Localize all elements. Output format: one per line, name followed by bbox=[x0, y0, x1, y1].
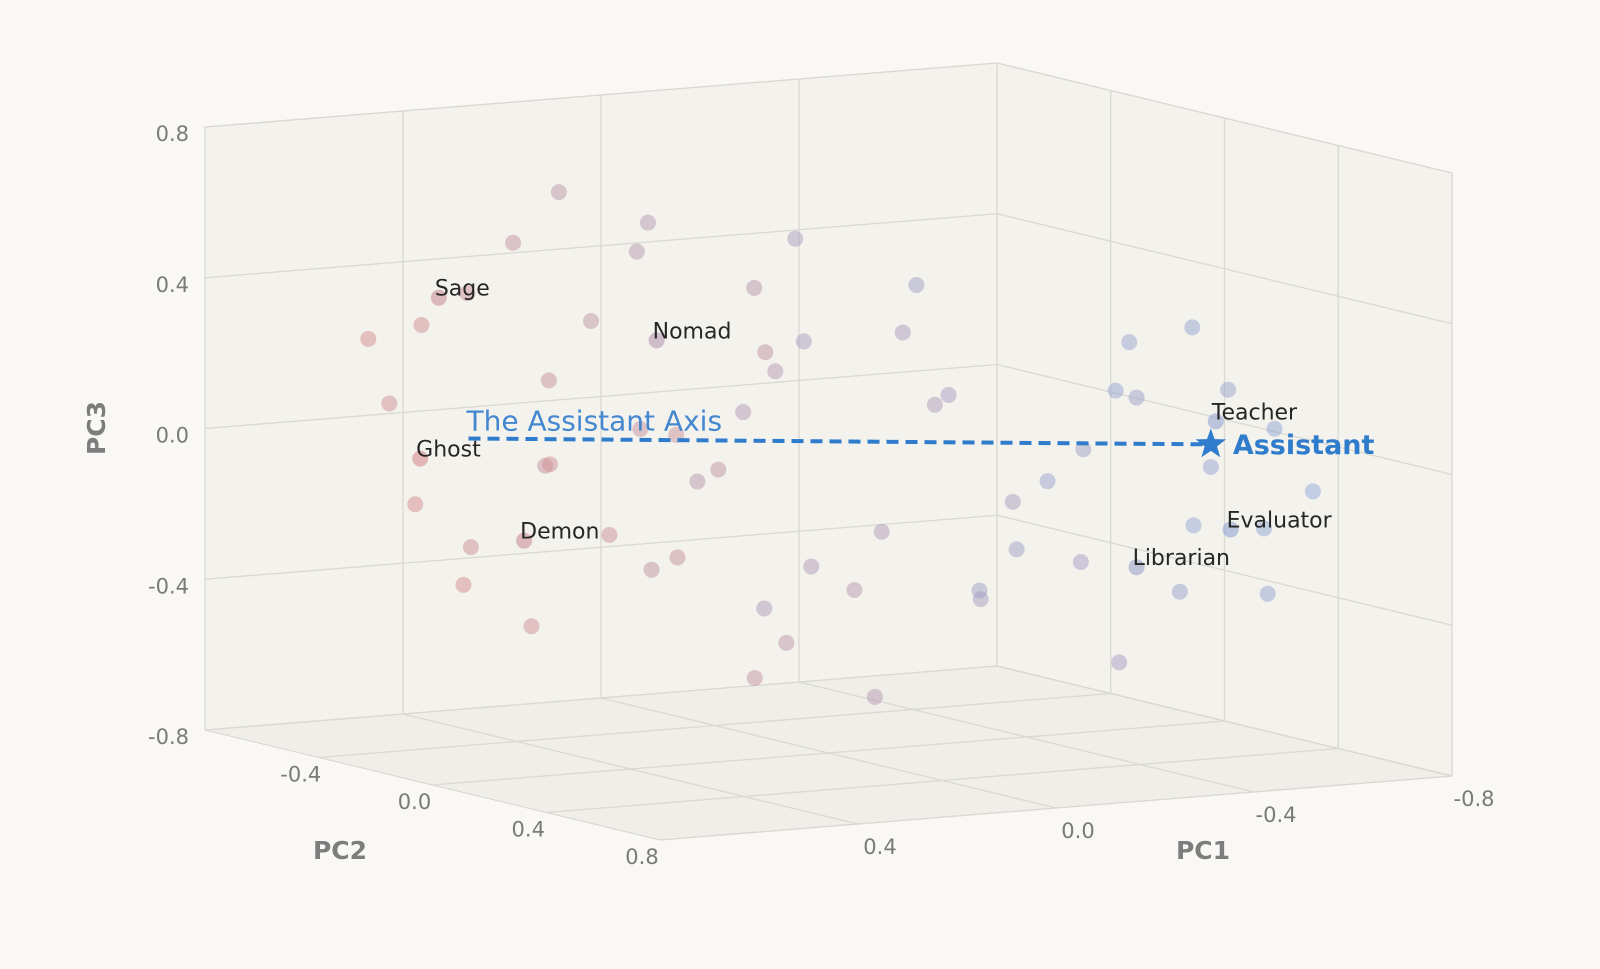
point bbox=[1039, 473, 1056, 490]
point-label: Librarian bbox=[1133, 546, 1230, 571]
point bbox=[462, 539, 479, 556]
point bbox=[407, 496, 424, 513]
point bbox=[1259, 585, 1276, 602]
z-tick-label: 0.4 bbox=[156, 273, 189, 297]
point bbox=[1008, 541, 1025, 558]
point bbox=[1004, 493, 1021, 510]
point bbox=[971, 582, 988, 599]
point bbox=[795, 333, 812, 350]
point bbox=[787, 230, 804, 247]
point bbox=[1304, 483, 1321, 500]
z-tick-label: -0.4 bbox=[148, 574, 189, 598]
point bbox=[940, 386, 957, 403]
y-tick-label: 0.4 bbox=[512, 818, 545, 842]
grid-line bbox=[432, 720, 1225, 786]
x-tick-label: 0.4 bbox=[863, 835, 896, 859]
point bbox=[866, 688, 883, 705]
point bbox=[746, 670, 763, 686]
point-label: Nomad bbox=[653, 319, 732, 344]
x-axis-title: PC1 bbox=[1176, 836, 1230, 865]
annotated-point bbox=[1207, 413, 1224, 430]
annotated-point bbox=[1222, 521, 1239, 538]
y-axis-title: PC2 bbox=[313, 836, 367, 865]
point bbox=[908, 276, 925, 293]
point bbox=[540, 372, 557, 389]
point bbox=[1220, 381, 1237, 398]
point-label: Demon bbox=[520, 520, 599, 545]
point bbox=[381, 395, 398, 412]
point bbox=[505, 234, 522, 251]
point-label: Teacher bbox=[1211, 400, 1298, 425]
point bbox=[710, 461, 727, 478]
annotated-point bbox=[648, 332, 665, 349]
grid-line bbox=[318, 692, 1111, 759]
point bbox=[542, 456, 559, 473]
point bbox=[926, 396, 943, 413]
x-tick-label: -0.8 bbox=[1454, 787, 1495, 811]
point bbox=[1072, 554, 1089, 571]
annotated-point bbox=[430, 289, 447, 306]
point bbox=[756, 600, 773, 617]
point bbox=[1128, 389, 1145, 406]
point-label: Ghost bbox=[416, 438, 481, 463]
point bbox=[639, 214, 656, 231]
point bbox=[583, 312, 599, 329]
point bbox=[628, 243, 645, 260]
point bbox=[846, 581, 863, 598]
point bbox=[632, 421, 649, 438]
point bbox=[767, 363, 784, 380]
point bbox=[455, 576, 472, 593]
point bbox=[1185, 517, 1202, 534]
point bbox=[1121, 334, 1138, 351]
point bbox=[1171, 583, 1188, 600]
point bbox=[413, 316, 430, 333]
point bbox=[778, 634, 795, 651]
point bbox=[894, 324, 911, 341]
point bbox=[1256, 520, 1272, 537]
point bbox=[523, 618, 540, 635]
y-tick-label: 0.8 bbox=[625, 845, 658, 869]
axis-line-label: The Assistant Axis bbox=[466, 404, 723, 437]
annotated-point bbox=[516, 532, 533, 549]
point bbox=[1266, 420, 1283, 437]
point bbox=[735, 404, 752, 421]
point bbox=[601, 526, 618, 543]
point bbox=[746, 279, 763, 296]
z-tick-label: 0.0 bbox=[156, 424, 189, 448]
annotated-point bbox=[412, 450, 429, 467]
point bbox=[1111, 654, 1128, 671]
z-tick-label: -0.8 bbox=[148, 725, 189, 749]
x-tick-label: -0.4 bbox=[1256, 803, 1297, 827]
x-tick-label: 0.0 bbox=[1061, 819, 1094, 843]
z-axis-title: PC3 bbox=[82, 401, 111, 455]
y-tick-label: 0.0 bbox=[398, 790, 431, 814]
point bbox=[1202, 458, 1219, 475]
annotations: Sage Nomad Ghost Demon Teacher Evaluator Libra… bbox=[416, 277, 1374, 572]
points bbox=[360, 184, 1321, 705]
point-label: Sage bbox=[435, 277, 490, 302]
point bbox=[803, 558, 820, 575]
assistant-label: Assistant bbox=[1233, 430, 1375, 461]
point bbox=[1184, 319, 1201, 336]
annotated-point bbox=[1128, 559, 1145, 576]
grid bbox=[204, 62, 1453, 841]
assistant-star bbox=[1195, 428, 1227, 458]
point-label: Evaluator bbox=[1227, 508, 1333, 533]
point bbox=[459, 285, 476, 302]
point bbox=[643, 561, 660, 578]
point bbox=[873, 523, 890, 540]
grid-line bbox=[546, 747, 1339, 814]
point bbox=[360, 330, 377, 347]
assistant-axis bbox=[468, 436, 1211, 447]
point bbox=[1107, 382, 1124, 399]
point bbox=[550, 184, 567, 201]
z-tick-label: 0.8 bbox=[156, 122, 189, 146]
y-tick-label: -0.4 bbox=[280, 763, 321, 787]
point bbox=[757, 344, 774, 361]
grid-line bbox=[659, 775, 1453, 841]
point bbox=[669, 549, 686, 566]
point bbox=[689, 473, 706, 490]
